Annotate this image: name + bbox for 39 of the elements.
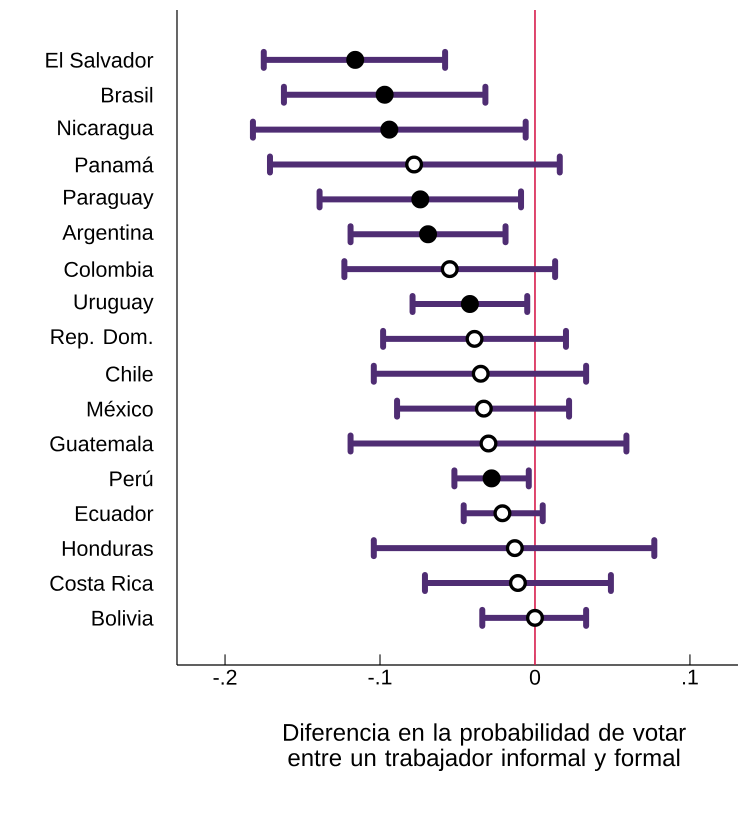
point — [405, 156, 424, 174]
x-tick-label: -.1 — [368, 670, 392, 684]
y-tick-label: Argentina — [62, 224, 154, 244]
x-tick-label: .1 — [683, 670, 698, 684]
point — [376, 86, 394, 104]
x-tick-label: 0 — [530, 670, 540, 685]
y-tick-label: Rep. Dom. — [51, 329, 152, 348]
point — [472, 364, 490, 383]
y-tick-label: Guatemala — [50, 436, 154, 452]
point — [479, 434, 498, 453]
y-tick-label: Bolivia — [92, 610, 154, 626]
y-tick-label: Ecuador — [76, 505, 154, 522]
point — [440, 260, 459, 278]
point — [493, 504, 512, 522]
point — [380, 120, 398, 139]
y-tick-label: Honduras — [62, 540, 153, 556]
point — [411, 190, 430, 208]
point — [482, 469, 501, 488]
x-axis-title: Diferencia en la probabilidad de votar entre un trabajador informal y formal — [284, 723, 686, 772]
point — [466, 330, 484, 348]
y-tick-label: Paraguay — [64, 190, 154, 209]
y-tick-label: Perú — [110, 470, 152, 486]
point — [506, 539, 524, 558]
point — [474, 400, 493, 418]
y-tick-label: Uruguay — [74, 294, 154, 314]
y-tick-label: El Salvador — [46, 52, 154, 68]
y-tick-label: Chile — [106, 366, 153, 382]
point — [526, 608, 544, 627]
point — [508, 574, 527, 592]
point — [346, 50, 364, 69]
y-tick-label: Colombia — [64, 261, 154, 277]
y-tick-label: Costa Rica — [50, 575, 154, 591]
x-tick-label: -.2 — [214, 670, 236, 685]
y-tick-label: Nicaragua — [58, 120, 154, 140]
point — [460, 295, 479, 314]
y-tick-label: Panamá — [76, 156, 154, 172]
point — [419, 225, 438, 244]
y-tick-label: Brasil — [102, 86, 152, 103]
y-tick-label: México — [88, 400, 153, 417]
